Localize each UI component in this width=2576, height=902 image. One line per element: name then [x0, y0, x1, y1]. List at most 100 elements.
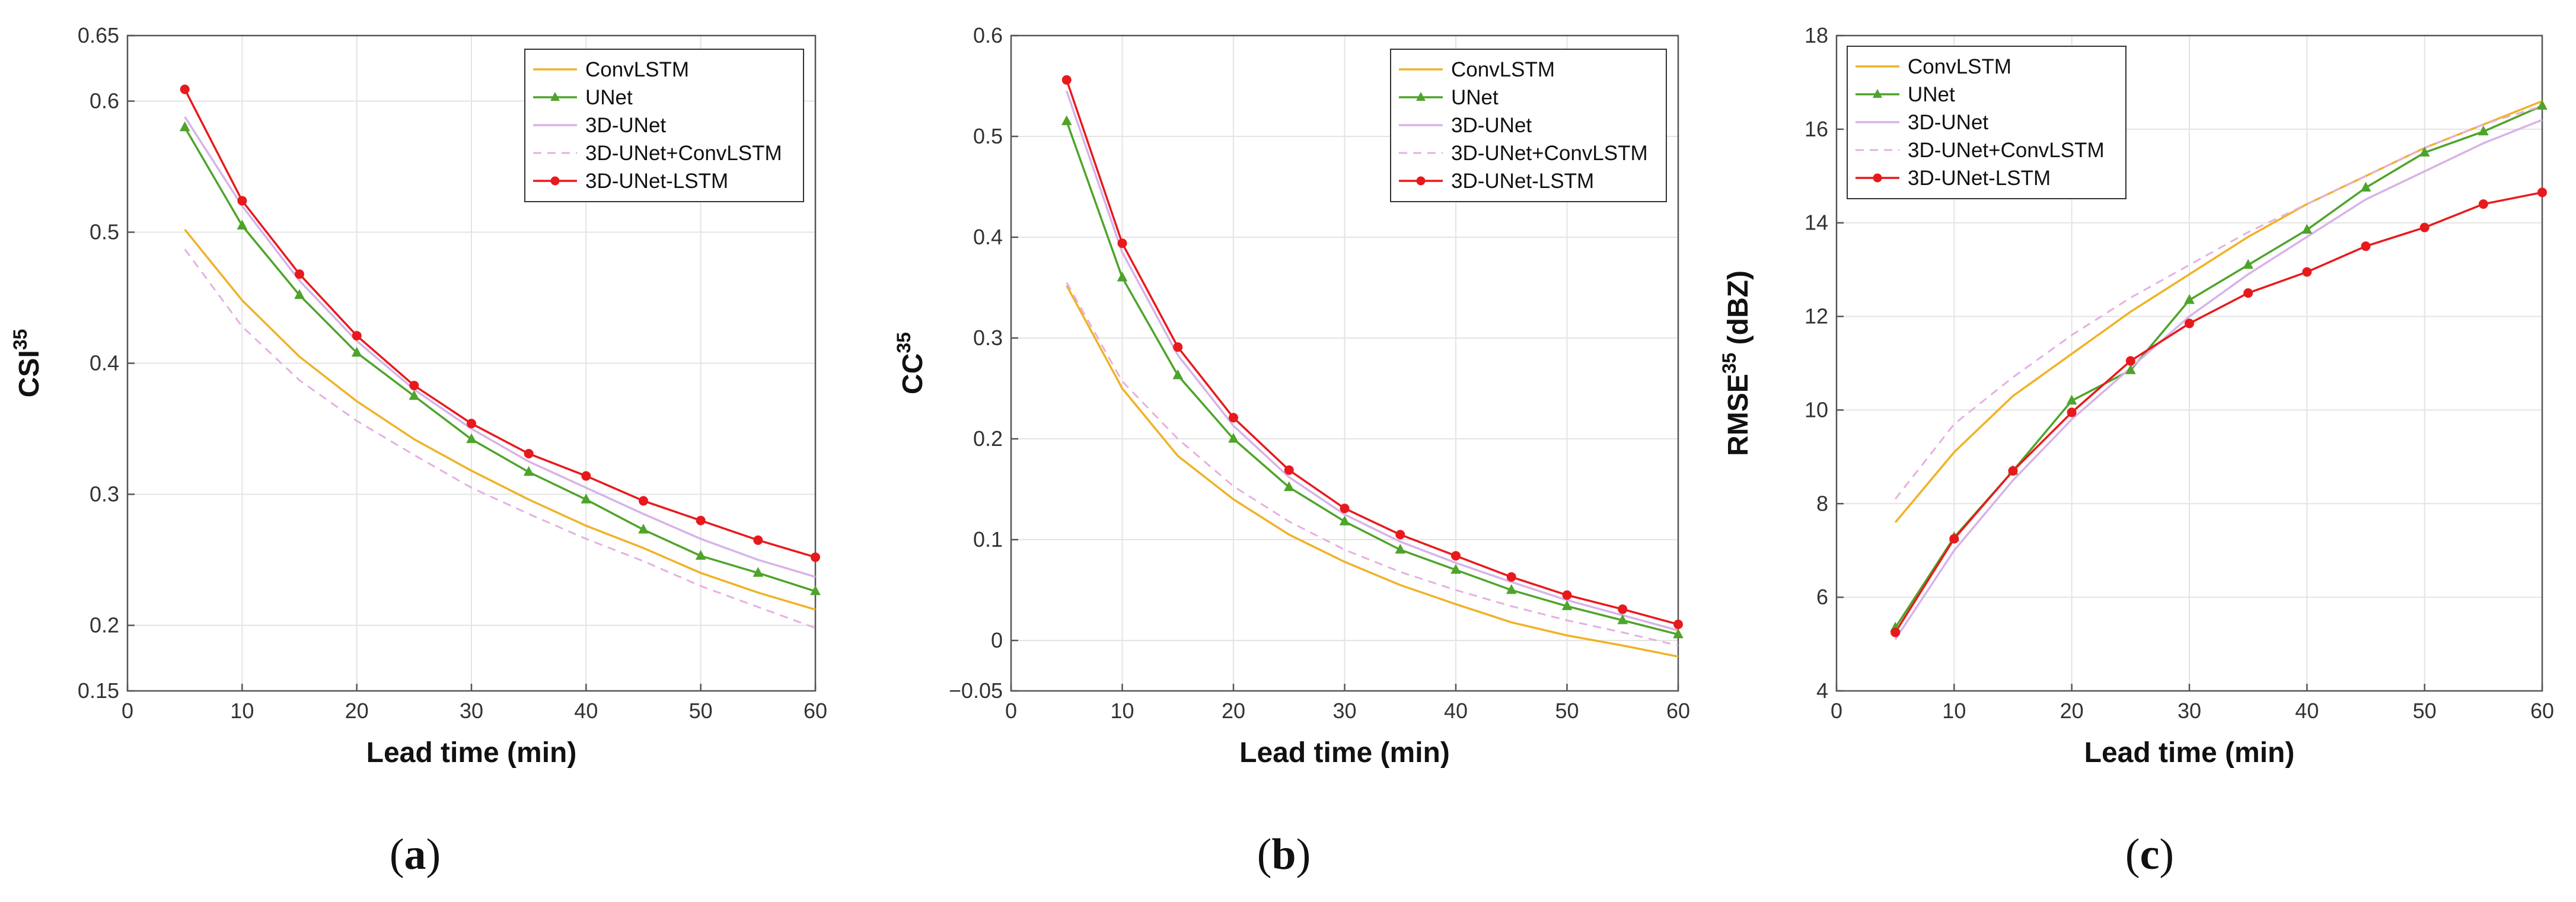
data-point-3d-unet-lstm [1284, 465, 1294, 475]
data-point-3d-unet-lstm [2008, 466, 2018, 476]
data-point-3d-unet-lstm [2243, 288, 2253, 298]
data-point-3d-unet-lstm [811, 552, 820, 562]
series-line-convlstm [1066, 285, 1679, 658]
series-line-3d-unet [1066, 90, 1679, 632]
y-axis-label-main: RMSE [1723, 374, 1754, 456]
legend-label: 3D-UNet-LSTM [585, 170, 728, 193]
data-point-unet [1228, 432, 1239, 443]
y-tick-label: 0.15 [78, 678, 119, 703]
legend-label: ConvLSTM [1908, 55, 2011, 78]
y-tick-label: 0.5 [90, 220, 119, 244]
y-tick-label: 0.4 [973, 225, 1003, 249]
legend-label: 3D-UNet+ConvLSTM [1908, 139, 2105, 162]
data-point-unet [1450, 563, 1461, 574]
data-point-3d-unet-lstm [2478, 199, 2488, 209]
y-tick-label: 0.4 [90, 351, 119, 375]
y-tick-label: 0.2 [973, 426, 1003, 451]
data-point-3d-unet-lstm [2125, 356, 2135, 366]
chart-panel-a: 0 10 20 30 40 50 60 0.15 0.2 0.3 0.4 0.5 0.6 0.65 Lead… [9, 23, 827, 879]
data-point-3d-unet-lstm [409, 381, 419, 391]
series-line-3d-unet [1894, 119, 2543, 640]
y-axis-label: CSI35 [9, 329, 45, 398]
data-point-unet [1617, 614, 1628, 624]
y-tick-label: 16 [1805, 117, 1828, 141]
x-tick-label: 60 [1666, 699, 1690, 723]
data-point-3d-unet-lstm [352, 331, 362, 341]
x-tick-label: 10 [1110, 699, 1134, 723]
data-point-unet [1283, 481, 1295, 492]
y-tick-label: 6 [1816, 585, 1828, 609]
y-axis-label-superscript: 35 [9, 329, 31, 350]
legend: ConvLSTM UNet 3D-UNet 3D-UNet+ConvLSTM 3D-UN… [1390, 49, 1667, 202]
y-tick-label: 0 [991, 628, 1003, 652]
y-axis-label: CC35 [893, 332, 929, 394]
data-point-unet [2478, 125, 2489, 136]
legend-label: ConvLSTM [1451, 58, 1555, 81]
data-point-unet [2301, 224, 2313, 234]
legend-label: 3D-UNet [1451, 114, 1532, 137]
legend-label: 3D-UNet-LSTM [1908, 167, 2051, 190]
data-point-3d-unet-lstm [1506, 572, 1516, 582]
legend-marker [550, 176, 560, 186]
data-point-3d-unet-lstm [237, 196, 247, 206]
x-tick-label: 50 [1555, 699, 1579, 723]
legend-label: UNet [1451, 86, 1499, 109]
data-point-3d-unet-lstm [2067, 407, 2077, 417]
x-tick-label: 0 [122, 699, 133, 723]
y-tick-label: 8 [1816, 491, 1828, 515]
data-point-3d-unet-lstm [524, 448, 534, 458]
data-point-3d-unet-lstm [1618, 604, 1628, 614]
y-tick-label: −0.05 [949, 678, 1003, 703]
legend-label: 3D-UNet+ConvLSTM [1451, 142, 1648, 165]
data-point-3d-unet-lstm [1340, 503, 1350, 514]
x-tick-label: 10 [230, 699, 254, 723]
data-point-3d-unet-lstm [639, 496, 648, 506]
data-point-unet [810, 585, 821, 595]
y-tick-label: 0.3 [90, 482, 119, 506]
x-tick-label: 20 [345, 699, 369, 723]
x-tick-label: 40 [2295, 699, 2319, 723]
series-line-3d-unet-lstm [1894, 191, 2543, 633]
x-tick-label: 60 [2530, 699, 2554, 723]
panels: 0 10 20 30 40 50 600.150.20.30.40.50.60.65Lead… [9, 23, 2554, 879]
legend-marker [1416, 176, 1426, 186]
data-point-3d-unet-lstm [1673, 619, 1683, 629]
y-tick-label: 0.1 [973, 527, 1003, 552]
y-axis-label-main: CSI [14, 350, 45, 397]
legend-label: 3D-UNet+ConvLSTM [585, 142, 782, 165]
x-tick-label: 40 [1444, 699, 1468, 723]
series-line-3d-unet [184, 116, 816, 578]
y-tick-label: 18 [1805, 23, 1828, 47]
panel-caption-letter: c [2140, 830, 2160, 879]
data-point-3d-unet-lstm [696, 515, 706, 525]
data-point-unet [1339, 515, 1350, 525]
legend-marker [550, 92, 560, 101]
x-tick-label: 50 [2413, 699, 2437, 723]
data-point-unet [638, 524, 649, 534]
panel-caption: (c) [2125, 830, 2174, 879]
y-axis-label-superscript: 35 [893, 332, 914, 353]
data-point-unet [2243, 259, 2254, 269]
data-point-unet [523, 466, 534, 476]
data-point-3d-unet-lstm [1117, 238, 1127, 248]
x-tick-label: 30 [460, 699, 483, 723]
data-point-unet [2537, 100, 2548, 110]
y-tick-label: 0.65 [78, 23, 119, 47]
legend-marker [1873, 173, 1882, 183]
data-point-unet [695, 550, 706, 560]
data-point-3d-unet-lstm [1229, 413, 1238, 423]
series-line-3d-unet-convlstm [1894, 104, 2543, 500]
data-point-unet [1673, 628, 1684, 639]
data-point-unet [237, 219, 248, 230]
data-point-3d-unet-lstm [2537, 187, 2547, 197]
data-point-3d-unet-lstm [2419, 222, 2430, 232]
data-point-unet [1061, 115, 1072, 125]
series-line-unet [184, 126, 816, 592]
legend-label: 3D-UNet [1908, 111, 1988, 134]
series-line-3d-unet-convlstm [184, 248, 816, 629]
legend-label: ConvLSTM [585, 58, 689, 81]
data-point-3d-unet-lstm [2302, 267, 2312, 277]
legend: ConvLSTM UNet 3D-UNet 3D-UNet+ConvLSTM 3D-UN… [1847, 46, 2127, 199]
data-point-3d-unet-lstm [2361, 241, 2371, 251]
